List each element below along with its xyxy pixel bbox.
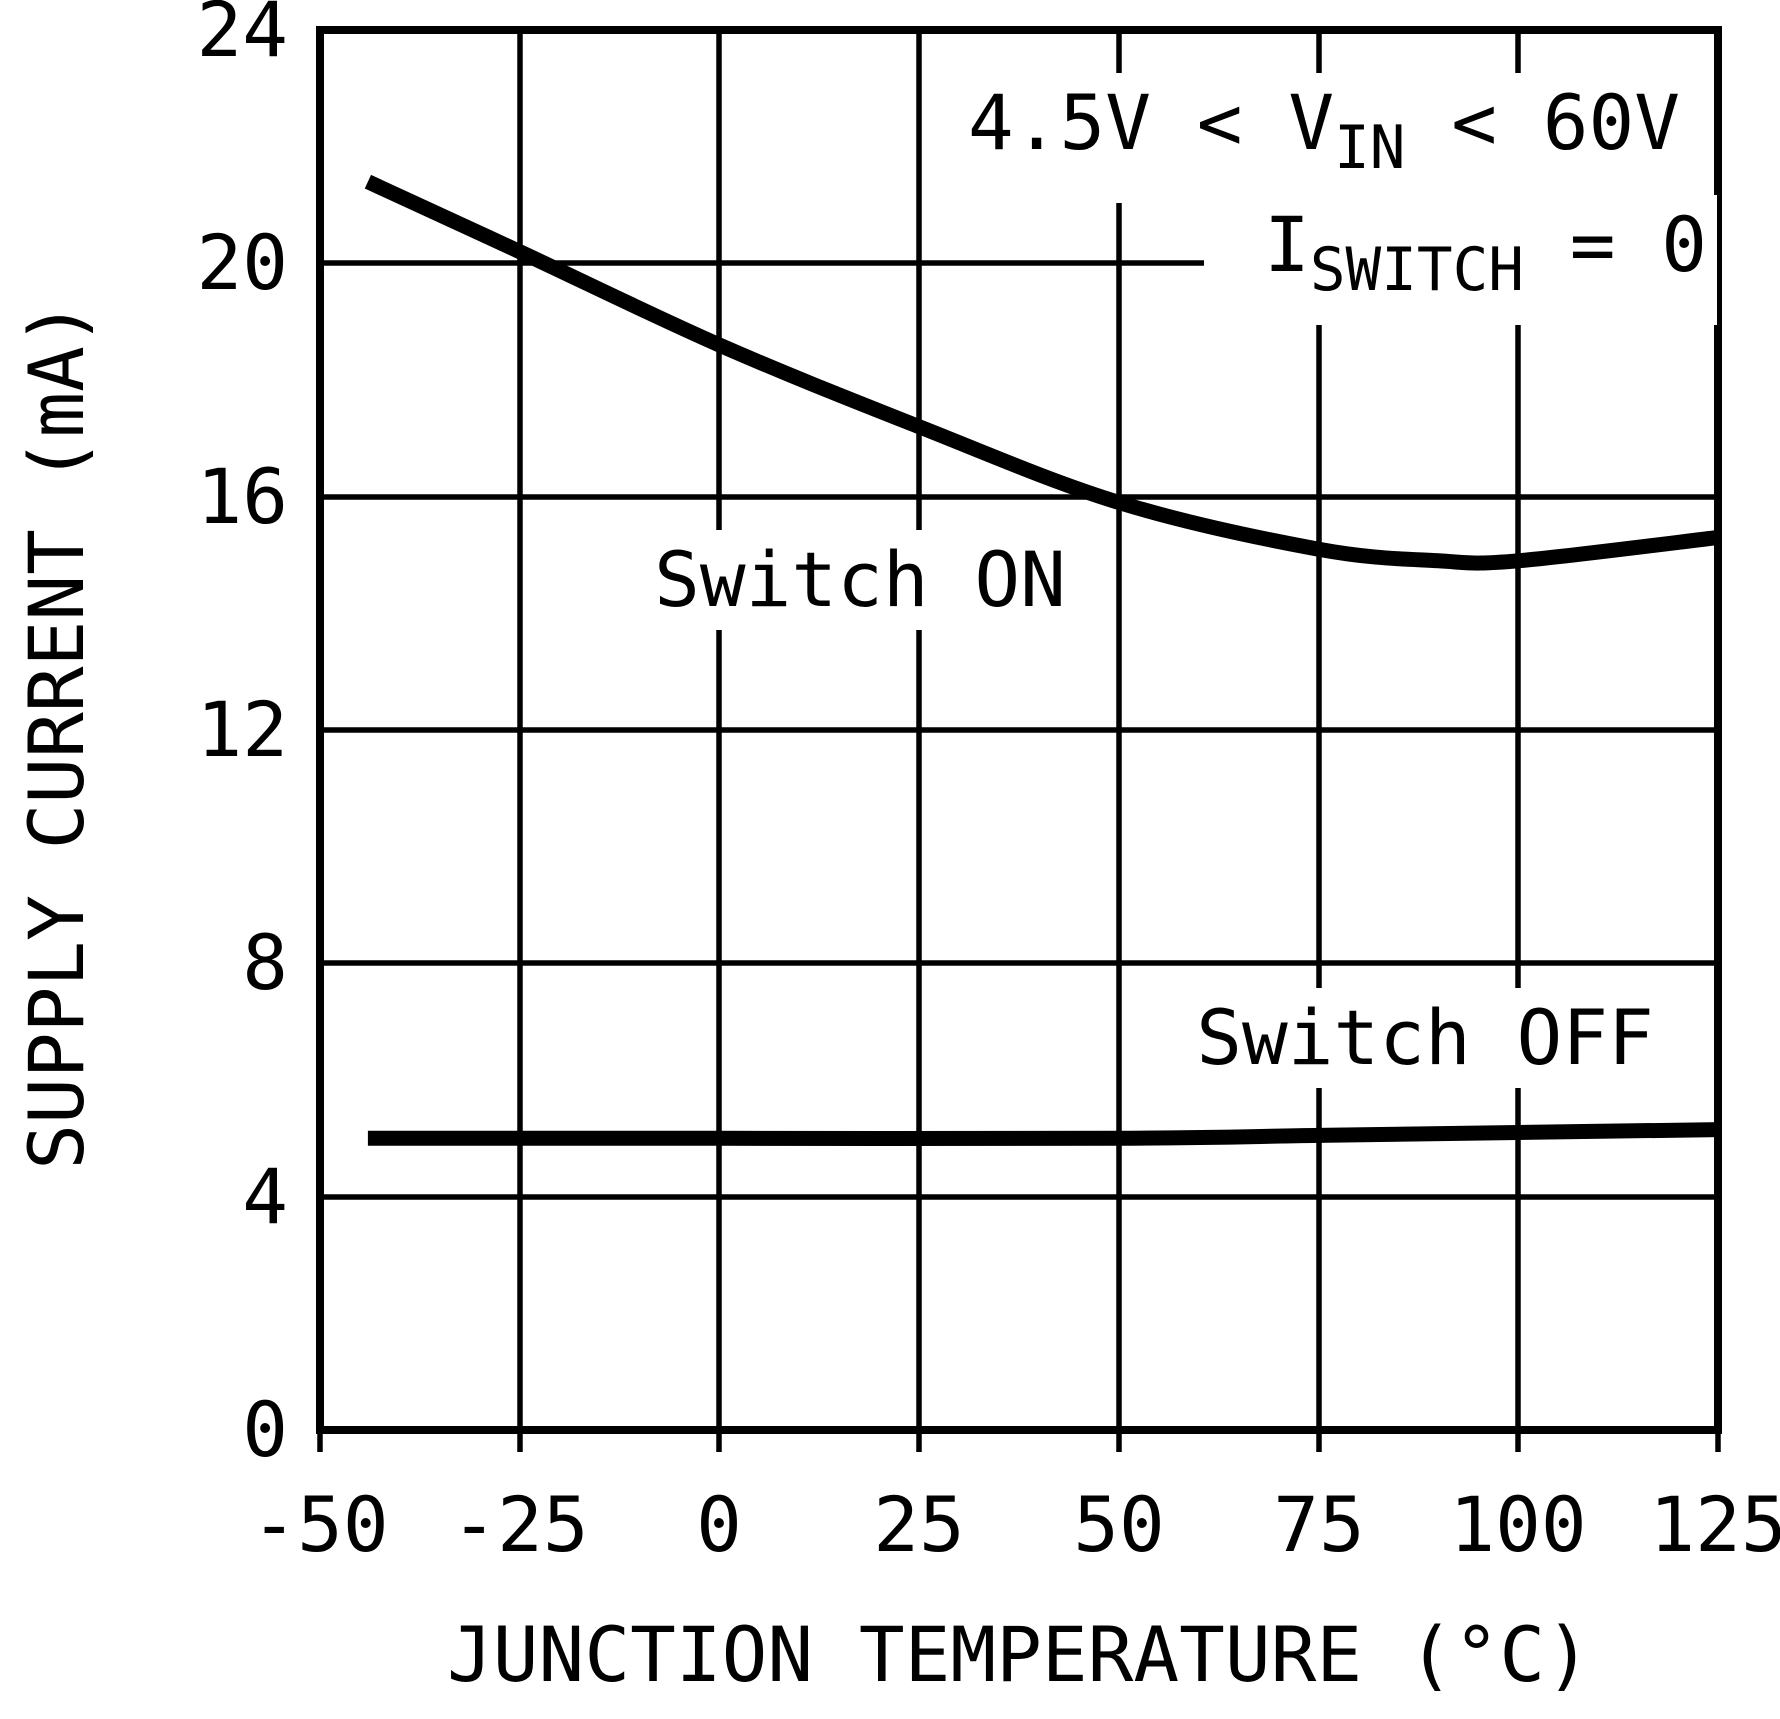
x-tick-label: -50 xyxy=(251,1480,389,1569)
y-tick-label: 16 xyxy=(196,452,288,541)
y-tick-label: 24 xyxy=(196,0,288,74)
y-tick-label: 4 xyxy=(242,1152,288,1241)
switch-off-curve-label: Switch OFF xyxy=(1182,988,1668,1088)
x-tick-label: -25 xyxy=(451,1480,589,1569)
condition-iswitch-annotation: ISWITCH = 0 xyxy=(1204,195,1717,325)
condition-vin-post: < 60V xyxy=(1405,78,1680,167)
switch-on-curve-label: Switch ON xyxy=(640,530,1080,630)
condition-vin-annotation: 4.5V < VIN < 60V xyxy=(968,73,1688,203)
condition-iswitch-post: = 0 xyxy=(1523,200,1707,289)
y-axis-title: SUPPLY CURRENT (mA) xyxy=(12,300,101,1170)
plot-border xyxy=(316,26,1722,1434)
x-tick-label: 50 xyxy=(1073,1480,1165,1569)
x-tick-label: 125 xyxy=(1649,1480,1780,1569)
y-tick-label: 20 xyxy=(196,218,288,307)
y-tick-label: 0 xyxy=(242,1385,288,1474)
x-tick-label: 75 xyxy=(1273,1480,1365,1569)
condition-vin-subscript: IN xyxy=(1334,112,1406,182)
condition-iswitch-pre: I xyxy=(1264,200,1310,289)
condition-vin-pre: 4.5V < V xyxy=(968,78,1335,167)
condition-iswitch-subscript: SWITCH xyxy=(1309,234,1524,304)
x-tick-label: 100 xyxy=(1449,1480,1587,1569)
y-tick-label: 8 xyxy=(242,918,288,1007)
x-axis-title: JUNCTION TEMPERATURE (°C) xyxy=(447,1610,1591,1699)
x-axis-ticks xyxy=(317,1434,1721,1452)
x-tick-label: 25 xyxy=(873,1480,965,1569)
x-tick-label: 0 xyxy=(696,1480,742,1569)
y-tick-label: 12 xyxy=(196,685,288,774)
